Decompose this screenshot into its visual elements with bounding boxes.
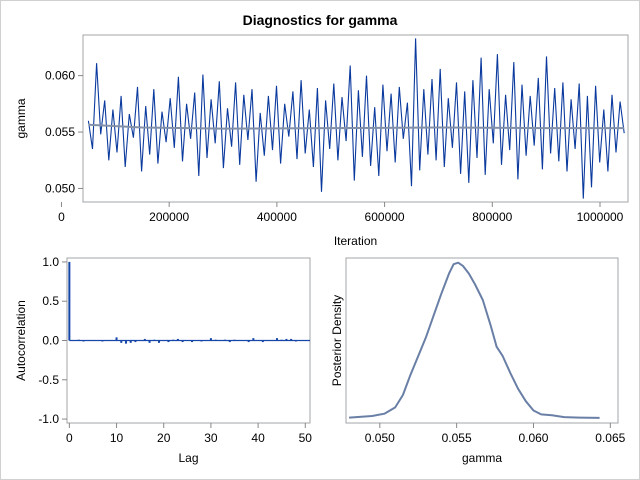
x-tick-label: 0 (66, 431, 73, 445)
acf-bar (290, 338, 293, 341)
y-tick-label: 1.0 (42, 255, 59, 269)
acf-bar (214, 339, 217, 341)
acf-bar (120, 340, 123, 343)
x-tick-label: 600000 (365, 210, 405, 224)
y-tick-label: 0.060 (45, 69, 75, 83)
acf-bar (129, 340, 132, 343)
acf-bar (261, 340, 264, 343)
y-axis-label: Autocorrelation (14, 300, 28, 381)
acf-bar (172, 339, 175, 341)
x-axis-label: Lag (178, 451, 198, 465)
trace-mean-line (88, 123, 625, 130)
trace-plot-frame (82, 34, 629, 203)
acf-bar (124, 340, 127, 344)
acf-bar (200, 340, 203, 342)
acf-bar (167, 340, 170, 343)
acf-bar (294, 340, 297, 342)
acf-bar (209, 338, 212, 341)
acf-bar (101, 340, 104, 342)
posterior-density-frame (345, 257, 619, 424)
trace-series (87, 38, 625, 199)
x-tick-label: 40 (251, 431, 265, 445)
acf-bar (252, 338, 255, 341)
acf-bar (143, 338, 146, 341)
acf-bar (228, 340, 231, 343)
x-tick-label: 0 (58, 210, 65, 224)
acf-bar (224, 339, 227, 341)
x-tick-label: 30 (204, 431, 218, 445)
acf-bar (115, 337, 118, 341)
acf-bar (68, 261, 71, 341)
acf-bar (280, 339, 283, 341)
acf-bar (134, 340, 137, 343)
acf-bar (153, 339, 156, 341)
x-tick-label: 800000 (472, 210, 512, 224)
y-tick-label: 0.5 (42, 294, 59, 308)
acf-bar (158, 340, 161, 343)
x-tick-label: 10 (110, 431, 124, 445)
x-tick-label: 1000000 (577, 210, 624, 224)
x-tick-label: 0.060 (518, 431, 548, 445)
y-axis-label: gamma (14, 98, 28, 138)
acf-bar (233, 339, 236, 341)
acf-bar (148, 340, 151, 343)
acf-bar (191, 340, 194, 343)
y-axis-label: Posterior Density (330, 295, 344, 386)
y-tick-label: 0.0 (42, 334, 59, 348)
acf-bar (82, 340, 85, 342)
acf-bar (176, 338, 179, 341)
x-tick-label: 0.065 (595, 431, 625, 445)
acf-bar (247, 340, 250, 343)
y-tick-label: -1.0 (38, 412, 59, 426)
acf-bar (181, 340, 184, 343)
acf-bar (275, 338, 278, 341)
x-tick-label: 20 (157, 431, 171, 445)
x-tick-label: 0.055 (442, 431, 472, 445)
x-tick-label: 400000 (257, 210, 297, 224)
x-axis-label: gamma (462, 451, 502, 465)
chart-title: Diagnostics for gamma (243, 12, 398, 28)
acf-bar (77, 339, 80, 341)
x-tick-label: 200000 (149, 210, 189, 224)
y-tick-label: 0.050 (45, 181, 75, 195)
x-tick-label: 0.050 (365, 431, 395, 445)
density-curve (349, 261, 600, 419)
x-axis-label: Iteration (334, 234, 377, 248)
acf-bar (285, 338, 288, 341)
y-tick-label: -0.5 (38, 373, 59, 387)
y-tick-label: 0.055 (45, 125, 75, 139)
x-tick-label: 50 (299, 431, 313, 445)
